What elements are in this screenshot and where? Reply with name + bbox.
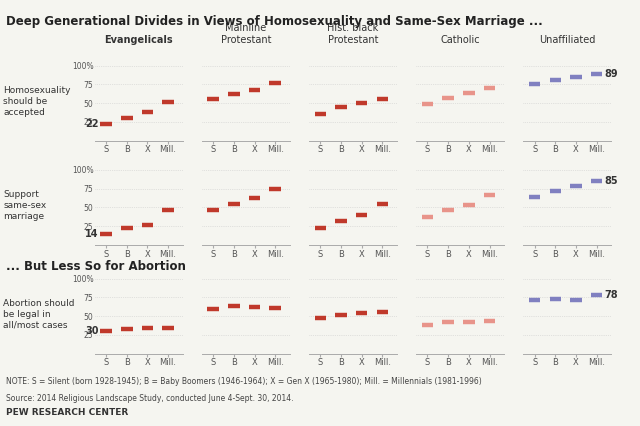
Text: 14: 14 bbox=[85, 230, 99, 239]
Text: Source: 2014 Religious Landscape Study, conducted June 4-Sept. 30, 2014.: Source: 2014 Religious Landscape Study, … bbox=[6, 394, 294, 403]
Text: 85: 85 bbox=[605, 176, 618, 186]
Text: Mainline
Protestant: Mainline Protestant bbox=[221, 23, 271, 45]
Text: Abortion should
be legal in
all/most cases: Abortion should be legal in all/most cas… bbox=[3, 299, 75, 330]
Text: Homosexuality
should be
accepted: Homosexuality should be accepted bbox=[3, 86, 70, 117]
Text: 22: 22 bbox=[85, 119, 99, 129]
Text: Unaffiliated: Unaffiliated bbox=[539, 35, 595, 45]
Text: Evangelicals: Evangelicals bbox=[104, 35, 173, 45]
Text: Catholic: Catholic bbox=[440, 35, 480, 45]
Text: 78: 78 bbox=[605, 290, 618, 300]
Text: NOTE: S = Silent (born 1928-1945); B = Baby Boomers (1946-1964); X = Gen X (1965: NOTE: S = Silent (born 1928-1945); B = B… bbox=[6, 377, 482, 386]
Text: 89: 89 bbox=[605, 69, 618, 79]
Text: Hist. black
Protestant: Hist. black Protestant bbox=[327, 23, 378, 45]
Text: 30: 30 bbox=[85, 326, 99, 336]
Text: Deep Generational Divides in Views of Homosexuality and Same-Sex Marriage ...: Deep Generational Divides in Views of Ho… bbox=[6, 15, 543, 28]
Text: ... But Less So for Abortion: ... But Less So for Abortion bbox=[6, 260, 186, 273]
Text: PEW RESEARCH CENTER: PEW RESEARCH CENTER bbox=[6, 408, 129, 417]
Text: Support
same-sex
marriage: Support same-sex marriage bbox=[3, 190, 47, 221]
